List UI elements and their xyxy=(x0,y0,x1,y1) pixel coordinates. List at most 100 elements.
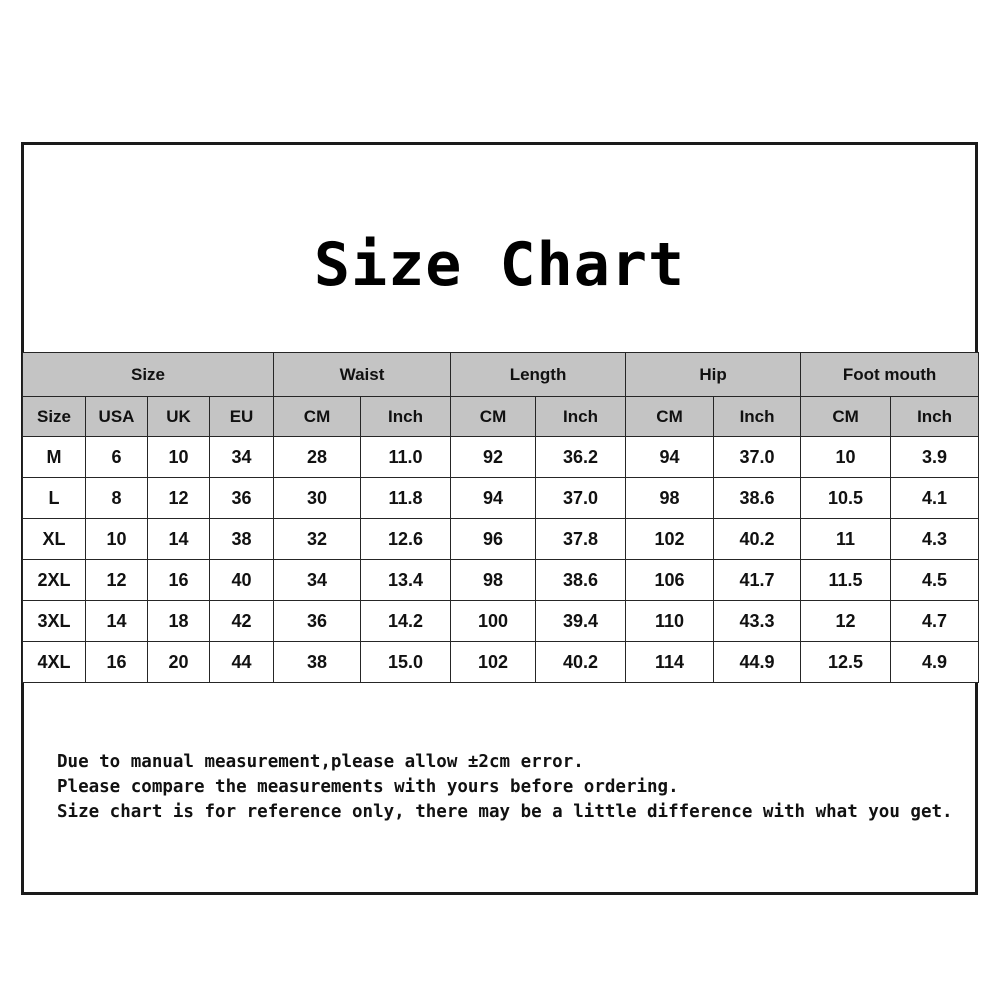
table-cell: 114 xyxy=(625,641,715,683)
table-group-header-foot-mouth: Foot mouth xyxy=(800,352,980,397)
table-cell-size-label: 4XL xyxy=(22,641,86,683)
table-column-header-0: Size xyxy=(22,396,86,437)
table-cell-size-label: 3XL xyxy=(22,600,86,642)
table-cell: 11 xyxy=(800,518,892,560)
table-cell: 10 xyxy=(85,518,148,560)
table-cell: 32 xyxy=(273,518,362,560)
table-cell: 10 xyxy=(800,436,892,478)
table-cell: 12 xyxy=(85,559,148,601)
table-cell: 12.6 xyxy=(360,518,452,560)
footer-note-line: Due to manual measurement,please allow ±… xyxy=(57,752,584,772)
table-cell: 13.4 xyxy=(360,559,452,601)
table-cell: 36 xyxy=(273,600,362,642)
table-cell: 15.0 xyxy=(360,641,452,683)
table-row: XL 10 14 38 32 12.6 96 37.8 102 40.2 11 4.3 xyxy=(22,518,980,560)
table-cell: 12 xyxy=(800,600,892,642)
table-cell: 38.6 xyxy=(713,477,802,519)
table-cell: 40 xyxy=(208,559,275,601)
table-column-header-11: Inch xyxy=(890,396,980,437)
table-cell: 4.3 xyxy=(890,518,980,560)
table-cell: 40.2 xyxy=(535,641,627,683)
table-cell: 30 xyxy=(273,477,362,519)
table-cell: 12 xyxy=(147,477,210,519)
table-column-header-7: Inch xyxy=(535,396,627,437)
table-column-header-5: Inch xyxy=(360,396,452,437)
footer-note-line: Please compare the measurements with you… xyxy=(57,777,679,797)
table-cell: 38 xyxy=(208,518,275,560)
table-column-header-10: CM xyxy=(800,396,892,437)
table-body: M 6 10 34 28 11.0 92 36.2 94 37.0 10 3.9 L 8 12 36 30 11.… xyxy=(22,436,980,683)
page-title: Size Chart xyxy=(313,230,686,300)
table-cell-size-label: 2XL xyxy=(22,559,86,601)
table-group-header-hip: Hip xyxy=(625,352,802,397)
table-cell: 16 xyxy=(147,559,210,601)
table-cell: 38 xyxy=(273,641,362,683)
table-row: 2XL 12 16 40 34 13.4 98 38.6 106 41.7 11.5 4.5 xyxy=(22,559,980,601)
table-cell: 42 xyxy=(208,600,275,642)
table-cell: 92 xyxy=(450,436,537,478)
table-cell: 96 xyxy=(450,518,537,560)
table-cell: 10 xyxy=(147,436,210,478)
table-cell: 39.4 xyxy=(535,600,627,642)
table-cell: 14.2 xyxy=(360,600,452,642)
table-group-header-row: Size Waist Length Hip Foot mouth xyxy=(21,352,980,397)
table-cell-size-label: L xyxy=(22,477,86,519)
table-column-header-4: CM xyxy=(273,396,362,437)
footer-note-line: Size chart is for reference only, there … xyxy=(57,802,953,822)
size-chart-table-container: Size Waist Length Hip Foot mouth Size USA UK EU… xyxy=(21,352,980,683)
table-cell: 37.0 xyxy=(713,436,802,478)
table-cell: 38.6 xyxy=(535,559,627,601)
table-head: Size Waist Length Hip Foot mouth Size USA UK EU… xyxy=(21,352,980,437)
table-cell: 94 xyxy=(625,436,715,478)
table-column-header-6: CM xyxy=(450,396,537,437)
table-cell-size-label: XL xyxy=(22,518,86,560)
table-cell-size-label: M xyxy=(22,436,86,478)
table-cell: 36.2 xyxy=(535,436,627,478)
table-cell: 43.3 xyxy=(713,600,802,642)
table-cell: 4.1 xyxy=(890,477,980,519)
table-column-header-8: CM xyxy=(625,396,715,437)
table-cell: 10.5 xyxy=(800,477,892,519)
table-cell: 6 xyxy=(85,436,148,478)
table-cell: 14 xyxy=(147,518,210,560)
table-cell: 36 xyxy=(208,477,275,519)
size-chart-table: Size Waist Length Hip Foot mouth Size USA UK EU… xyxy=(21,352,980,683)
table-group-header-length: Length xyxy=(450,352,627,397)
table-cell: 11.5 xyxy=(800,559,892,601)
table-cell: 4.9 xyxy=(890,641,980,683)
table-column-header-3: EU xyxy=(208,396,275,437)
table-cell: 98 xyxy=(450,559,537,601)
title-area: Size Chart xyxy=(21,210,978,320)
table-cell: 100 xyxy=(450,600,537,642)
table-cell: 28 xyxy=(273,436,362,478)
table-cell: 37.8 xyxy=(535,518,627,560)
table-cell: 37.0 xyxy=(535,477,627,519)
table-cell: 106 xyxy=(625,559,715,601)
table-cell: 11.8 xyxy=(360,477,452,519)
table-cell: 44 xyxy=(208,641,275,683)
table-row: 3XL 14 18 42 36 14.2 100 39.4 110 43.3 12 4.7 xyxy=(22,600,980,642)
table-cell: 34 xyxy=(208,436,275,478)
table-cell: 102 xyxy=(450,641,537,683)
table-column-header-2: UK xyxy=(147,396,210,437)
table-cell: 4.7 xyxy=(890,600,980,642)
table-column-header-9: Inch xyxy=(713,396,802,437)
table-cell: 4.5 xyxy=(890,559,980,601)
table-row: L 8 12 36 30 11.8 94 37.0 98 38.6 10.5 4.1 xyxy=(22,477,980,519)
table-cell: 110 xyxy=(625,600,715,642)
table-column-header-1: USA xyxy=(85,396,148,437)
table-cell: 11.0 xyxy=(360,436,452,478)
table-cell: 94 xyxy=(450,477,537,519)
table-cell: 102 xyxy=(625,518,715,560)
table-cell: 98 xyxy=(625,477,715,519)
table-row: M 6 10 34 28 11.0 92 36.2 94 37.0 10 3.9 xyxy=(22,436,980,478)
footer-notes: Due to manual measurement,please allow ±… xyxy=(57,750,957,825)
table-cell: 3.9 xyxy=(890,436,980,478)
table-cell: 34 xyxy=(273,559,362,601)
table-cell: 16 xyxy=(85,641,148,683)
table-row: 4XL 16 20 44 38 15.0 102 40.2 114 44.9 12.5 4.9 xyxy=(22,641,980,683)
table-group-header-size: Size xyxy=(21,352,275,397)
table-cell: 12.5 xyxy=(800,641,892,683)
table-cell: 44.9 xyxy=(713,641,802,683)
table-cell: 8 xyxy=(85,477,148,519)
